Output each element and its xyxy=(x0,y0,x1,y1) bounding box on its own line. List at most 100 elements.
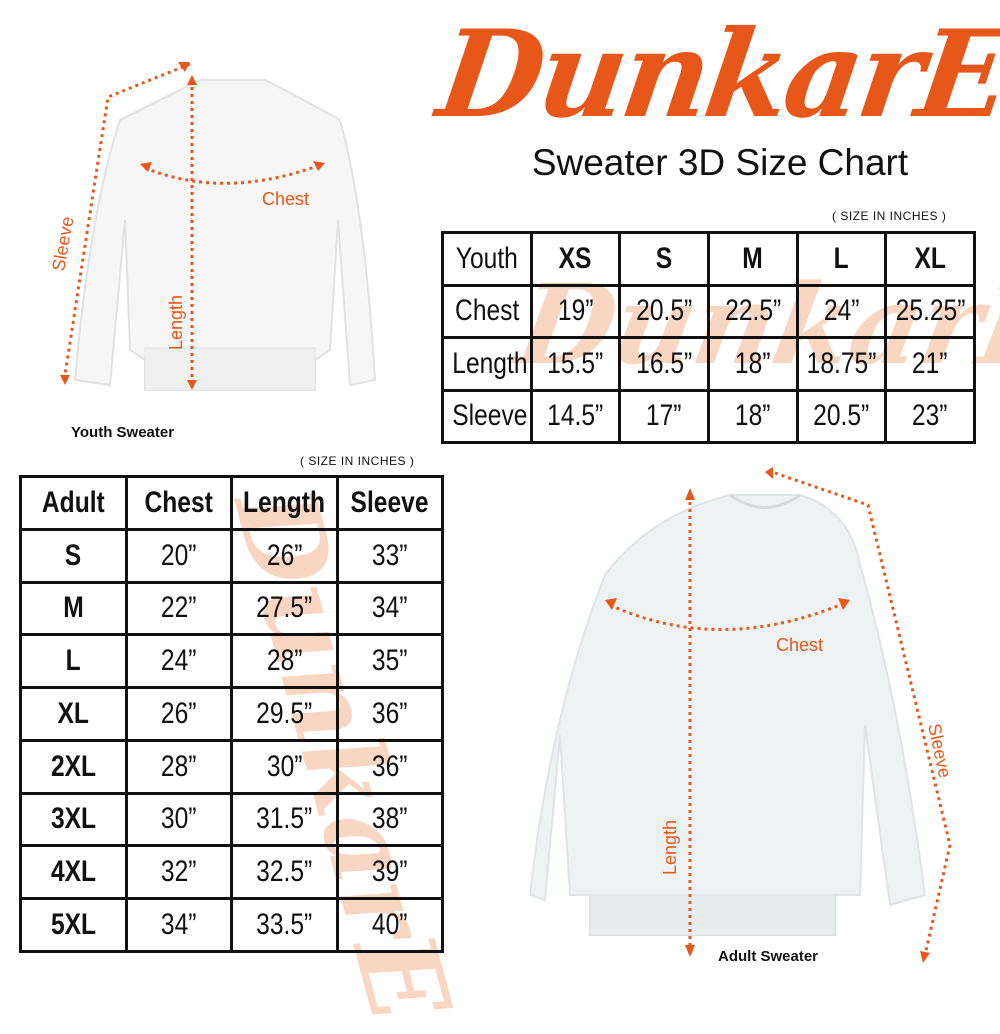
cell-text: 20.5” xyxy=(636,294,693,328)
cell-text: 17” xyxy=(646,399,682,433)
cell-text: L xyxy=(833,241,849,275)
cell-text: S xyxy=(65,538,82,572)
header-cell: XL xyxy=(884,231,976,287)
cell-text: 38” xyxy=(371,802,408,836)
cell-text: M xyxy=(742,241,764,275)
cell-text: 28” xyxy=(266,644,303,678)
value-cell: 26” xyxy=(230,527,339,584)
cell-text: 25.25” xyxy=(895,294,966,328)
cell-text: 3XL xyxy=(50,802,96,836)
cell-text: 15.5” xyxy=(547,346,604,380)
row-label-cell: Sleeve xyxy=(441,388,533,444)
value-cell: 30” xyxy=(230,738,339,795)
value-cell: 33” xyxy=(335,527,444,584)
header-cell: Sleeve xyxy=(335,475,444,531)
adult-units-note: ( SIZE IN INCHES ) xyxy=(300,454,415,468)
cell-text: 32.5” xyxy=(256,855,313,889)
cell-text: 2XL xyxy=(50,749,96,783)
cell-text: 24” xyxy=(160,644,197,678)
table-row: 5XL 34” 33.5” 40” xyxy=(19,897,444,953)
value-cell: 27.5” xyxy=(230,580,339,637)
adult-sweater-image xyxy=(530,493,927,936)
youth-size-table: Youth XS S M L XL Chest 19” 20.5” 22.5” 24” 25.25” L… xyxy=(441,231,976,444)
cell-text: 31.5” xyxy=(256,802,313,836)
header-cell: Length xyxy=(230,475,339,531)
value-cell: 36” xyxy=(335,686,444,742)
cell-text: M xyxy=(63,591,84,625)
cell-text: 28” xyxy=(160,749,197,783)
cell-text: 30” xyxy=(160,802,197,836)
cell-text: 14.5” xyxy=(547,399,604,433)
table-row: L 24” 28” 35” xyxy=(19,633,444,690)
cell-text: 36” xyxy=(371,749,408,783)
cell-text: 5XL xyxy=(50,908,96,942)
table-row: Chest 19” 20.5” 22.5” 24” 25.25” xyxy=(441,283,976,339)
row-label-cell: L xyxy=(19,633,128,690)
table-row: Length 15.5” 16.5” 18” 18.75” 21” xyxy=(441,336,976,392)
header-cell: Chest xyxy=(124,475,233,531)
header-row: Adult Chest Length Sleeve xyxy=(19,475,444,531)
cell-text: 18” xyxy=(735,399,771,433)
youth-chest-label: Chest xyxy=(262,189,309,209)
value-cell: 24” xyxy=(795,283,888,339)
cell-text: L xyxy=(65,644,81,678)
cell-text: Sleeve xyxy=(452,399,528,433)
value-cell: 17” xyxy=(618,388,710,444)
value-cell: 22” xyxy=(124,580,233,637)
cell-text: 19” xyxy=(557,294,594,328)
value-cell: 32.5” xyxy=(230,844,339,901)
value-cell: 18.75” xyxy=(795,336,888,392)
cell-text: Length xyxy=(243,485,326,519)
value-cell: 36” xyxy=(335,738,444,795)
cell-text: 34” xyxy=(160,908,197,942)
header-cell: Youth xyxy=(441,231,533,287)
adult-caption: Adult Sweater xyxy=(718,948,819,965)
value-cell: 34” xyxy=(124,897,233,953)
cell-text: 35” xyxy=(371,644,408,678)
cell-text: 26” xyxy=(266,538,303,572)
value-cell: 20.5” xyxy=(795,388,888,444)
value-cell: 39” xyxy=(335,844,444,901)
youth-sleeve-label: Sleeve xyxy=(48,215,77,273)
value-cell: 32” xyxy=(124,844,233,901)
cell-text: Chest xyxy=(454,294,519,328)
row-label-cell: S xyxy=(19,527,128,584)
adult-size-table: Adult Chest Length Sleeve S 20” 26” 33” M 22” 27.5… xyxy=(19,475,444,953)
cell-text: 33.5” xyxy=(256,908,313,942)
header-cell: Adult xyxy=(19,475,128,531)
cell-text: XL xyxy=(57,696,89,730)
cell-text: Length xyxy=(452,346,528,380)
value-cell: 24” xyxy=(124,633,233,690)
header-cell: XS xyxy=(529,231,622,287)
youth-sweater-diagram: Chest Length Sleeve xyxy=(48,62,377,391)
value-cell: 19” xyxy=(529,283,622,339)
cell-text: 23” xyxy=(912,399,948,433)
row-label-cell: 3XL xyxy=(19,791,128,848)
value-cell: 22.5” xyxy=(706,283,799,339)
cell-text: 20.5” xyxy=(813,399,870,433)
cell-text: Sleeve xyxy=(350,485,429,519)
table-row: M 22” 27.5” 34” xyxy=(19,580,444,637)
cell-text: 39” xyxy=(371,855,408,889)
cell-text: Adult xyxy=(41,485,105,519)
cell-text: 34” xyxy=(371,591,408,625)
adult-measure-lines xyxy=(609,471,952,956)
cell-text: 18.75” xyxy=(806,346,877,380)
header-cell: S xyxy=(618,231,710,287)
value-cell: 15.5” xyxy=(529,336,622,392)
page-title: Sweater 3D Size Chart xyxy=(531,142,909,183)
cell-text: 29.5” xyxy=(256,696,313,730)
cell-text: 20” xyxy=(160,538,197,572)
value-cell: 34” xyxy=(335,580,444,637)
table-row: S 20” 26” 33” xyxy=(19,527,444,584)
row-label-cell: Length xyxy=(441,336,533,392)
value-cell: 23” xyxy=(884,388,976,444)
value-cell: 40” xyxy=(335,897,444,953)
value-cell: 25.25” xyxy=(884,283,976,339)
value-cell: 16.5” xyxy=(618,336,710,392)
header-cell: M xyxy=(706,231,799,287)
value-cell: 28” xyxy=(230,633,339,690)
adult-length-label: Length xyxy=(660,820,680,875)
adult-chest-label: Chest xyxy=(776,635,823,655)
youth-caption: Youth Sweater xyxy=(71,424,175,441)
